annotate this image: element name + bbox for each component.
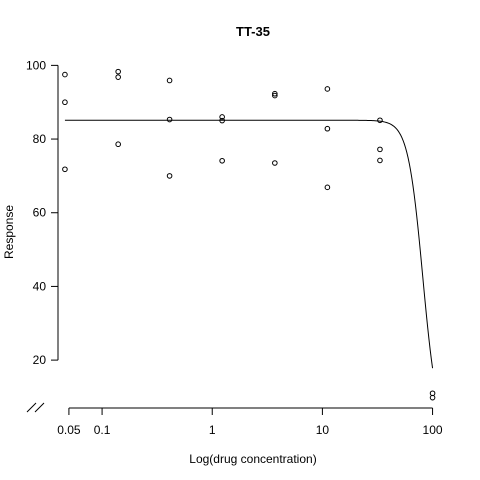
data-point: [272, 90, 278, 97]
y-tick-label: 40: [33, 279, 47, 293]
axis-break-mark: [26, 402, 37, 413]
data-point: [429, 394, 436, 401]
data-point: [115, 141, 121, 148]
x-tick-label: 0.05: [57, 423, 81, 437]
axis-break-mark: [34, 402, 45, 413]
data-point: [115, 68, 121, 75]
data-point: [377, 146, 383, 153]
data-point: [115, 74, 121, 80]
fit-curve-line: [64, 119, 434, 369]
data-point: [166, 116, 173, 123]
x-tick-label: 0.1: [94, 423, 111, 437]
chart-title: TT-35: [236, 24, 270, 39]
x-tick-label: 10: [316, 423, 330, 437]
y-axis-label: Response: [2, 205, 16, 259]
data-points-group: [62, 68, 436, 401]
data-point: [62, 99, 68, 106]
data-point: [219, 117, 225, 124]
y-tick-label: 100: [26, 58, 46, 72]
y-tick-label: 60: [33, 206, 47, 220]
x-tick-label: 1: [209, 423, 216, 437]
data-point: [62, 71, 68, 78]
data-point: [324, 125, 331, 132]
data-point: [377, 117, 383, 124]
x-tick-label: 100: [423, 423, 443, 437]
y-tick-label: 20: [33, 353, 47, 367]
data-point: [219, 114, 225, 120]
data-point: [62, 166, 68, 173]
data-point: [429, 390, 436, 397]
data-point: [166, 77, 173, 84]
data-point: [272, 92, 278, 99]
data-point: [272, 160, 278, 166]
data-point: [377, 157, 383, 164]
data-point: [219, 157, 225, 164]
data-point: [166, 173, 173, 179]
data-point: [324, 184, 331, 191]
y-tick-label: 80: [33, 132, 47, 146]
x-axis-label: Log(drug concentration): [189, 452, 316, 466]
data-point: [324, 86, 331, 92]
axes-group: 0.05 0.1 1 10 100 20 40 60 80 100: [26, 58, 443, 437]
fit-curve-group: [64, 119, 434, 369]
